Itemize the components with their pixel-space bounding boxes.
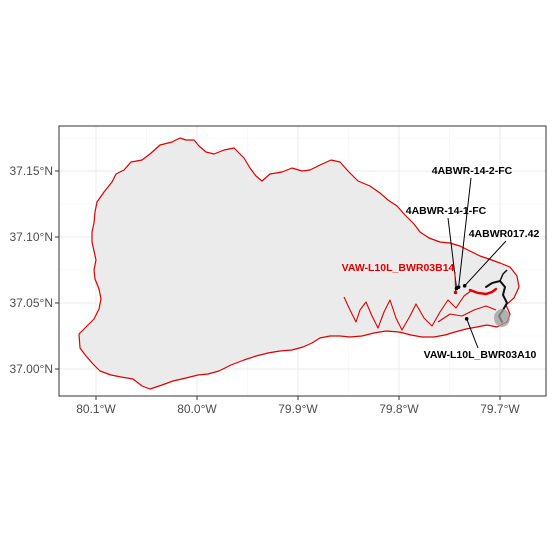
y-tick-label: 37.00°N bbox=[10, 362, 54, 376]
station-label: 4ABWR-14-2-FC bbox=[432, 165, 513, 177]
station-labels: 4ABWR-14-2-FC 4ABWR-14-1-FC 4ABWR017.42 VAW… bbox=[342, 165, 540, 361]
x-axis-ticks: 80.1°W 80.0°W 79.9°W 79.8°W 79.7°W bbox=[76, 396, 520, 416]
station-point bbox=[454, 286, 459, 291]
station-label: VAW-L10L_BWR03A10 bbox=[424, 349, 537, 361]
y-tick-label: 37.15°N bbox=[10, 164, 54, 178]
y-tick-label: 37.05°N bbox=[10, 296, 54, 310]
leader-line bbox=[464, 240, 507, 287]
station-label: 4ABWR017.42 bbox=[469, 228, 540, 240]
station-point bbox=[462, 284, 467, 288]
stream-branch bbox=[499, 269, 508, 282]
x-tick-label: 79.8°W bbox=[379, 402, 419, 416]
x-tick-label: 80.1°W bbox=[76, 402, 116, 416]
stream-network bbox=[468, 269, 510, 327]
y-tick-label: 37.10°N bbox=[10, 230, 54, 244]
station-point bbox=[453, 290, 458, 295]
watershed-layer bbox=[78, 137, 520, 390]
x-tick-label: 79.9°W bbox=[278, 402, 318, 416]
station-point bbox=[464, 317, 469, 321]
x-tick-label: 80.0°W bbox=[177, 402, 217, 416]
leader-line bbox=[466, 318, 479, 349]
leader-lines bbox=[447, 177, 507, 349]
station-points bbox=[453, 284, 469, 321]
station-label: 4ABWR-14-1-FC bbox=[406, 205, 487, 217]
panel-border bbox=[58, 125, 547, 397]
watershed-polygon bbox=[78, 137, 520, 390]
watershed-inlet-2 bbox=[437, 305, 497, 323]
y-axis-ticks: 37.15°N 37.10°N 37.05°N 37.00°N bbox=[10, 164, 59, 376]
stream-line-red bbox=[468, 287, 498, 296]
station-label: VAW-L10L_BWR03B14 bbox=[342, 262, 455, 274]
watershed-inlet-1 bbox=[343, 289, 473, 331]
x-tick-label: 79.7°W bbox=[480, 402, 520, 416]
leader-line bbox=[458, 177, 472, 288]
downstream-area bbox=[494, 309, 510, 327]
